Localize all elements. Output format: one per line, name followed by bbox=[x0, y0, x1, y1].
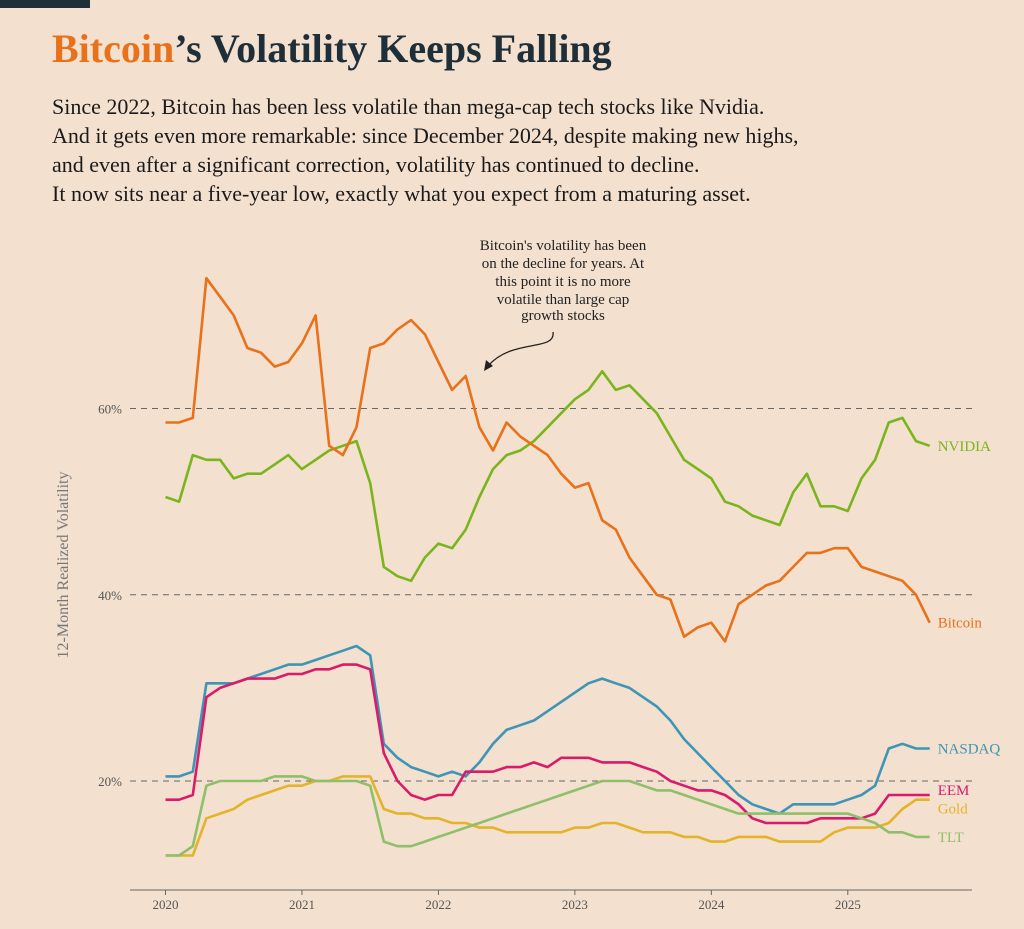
series-label: Bitcoin bbox=[938, 616, 983, 632]
series-line bbox=[165, 276, 931, 643]
x-tick-label: 2020 bbox=[152, 897, 178, 912]
y-axis-label: 12-Month Realized Volatility bbox=[55, 472, 72, 659]
x-tick-label: 2024 bbox=[698, 897, 725, 912]
y-tick-label: 20% bbox=[98, 774, 122, 789]
x-tick-label: 2025 bbox=[835, 897, 861, 912]
y-tick-label: 60% bbox=[98, 402, 122, 417]
series-label: NVIDIA bbox=[938, 439, 991, 455]
subtitle-line: It now sits near a five-year low, exactl… bbox=[52, 181, 751, 206]
corner-bar bbox=[0, 0, 90, 8]
series-label: NASDAQ bbox=[938, 741, 1001, 757]
subtitle-line: and even after a significant correction,… bbox=[52, 152, 700, 177]
subtitle-line: Since 2022, Bitcoin has been less volati… bbox=[52, 94, 764, 119]
series-label: Gold bbox=[938, 802, 969, 818]
x-tick-label: 2022 bbox=[425, 897, 451, 912]
series-label: TLT bbox=[938, 830, 964, 846]
series-label: EEM bbox=[938, 783, 970, 799]
x-tick-label: 2021 bbox=[289, 897, 315, 912]
annotation-line: volatile than large cap bbox=[497, 292, 630, 308]
title-rest: ’s Volatility Keeps Falling bbox=[174, 26, 611, 71]
x-tick-label: 2023 bbox=[562, 897, 588, 912]
annotation-line: on the decline for years. At bbox=[482, 256, 645, 272]
subtitle-line: And it gets even more remarkable: since … bbox=[52, 123, 799, 148]
annotation-arrowhead bbox=[484, 360, 493, 371]
series-line bbox=[165, 663, 930, 825]
series-line bbox=[165, 775, 930, 857]
title-highlight: Bitcoin bbox=[52, 26, 174, 71]
annotation-arrow bbox=[487, 331, 554, 367]
annotation-line: this point it is no more bbox=[495, 274, 631, 290]
annotation-line: growth stocks bbox=[521, 308, 605, 324]
series-line bbox=[165, 644, 930, 815]
series-line bbox=[165, 370, 931, 583]
series-line bbox=[165, 775, 930, 857]
chart-title: Bitcoin’s Volatility Keeps Falling bbox=[52, 26, 612, 71]
y-tick-label: 40% bbox=[98, 588, 122, 603]
annotation-line: Bitcoin's volatility has been bbox=[480, 238, 647, 254]
